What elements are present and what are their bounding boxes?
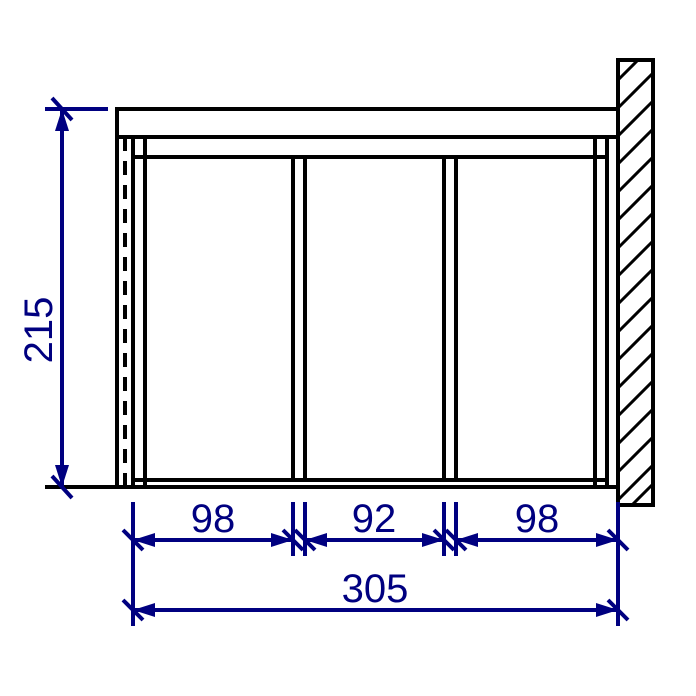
- posts: [133, 137, 607, 487]
- dim-seg-mid-text: 92: [352, 497, 397, 541]
- wall: [618, 60, 653, 505]
- dim-width: 305: [123, 567, 628, 620]
- dim-width-text: 305: [342, 567, 409, 611]
- dim-height: 215: [17, 98, 108, 498]
- dim-seg-right-text: 98: [515, 497, 560, 541]
- drawing-canvas: 215 98 92 98: [0, 0, 696, 696]
- dim-seg-left-text: 98: [191, 497, 236, 541]
- outer-frame: [117, 109, 618, 487]
- dim-height-text: 215: [17, 297, 61, 364]
- dim-segments: 98 92 98: [123, 497, 628, 550]
